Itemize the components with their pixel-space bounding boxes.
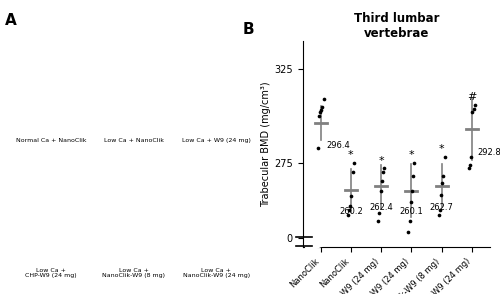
Point	[410, 161, 418, 165]
Text: #: #	[467, 92, 476, 102]
Point	[471, 102, 479, 107]
Point	[317, 108, 325, 113]
Point	[438, 181, 446, 186]
Point	[406, 218, 413, 223]
Point	[316, 110, 324, 115]
Point	[376, 211, 384, 216]
Point	[436, 207, 444, 212]
Text: 260.1: 260.1	[400, 208, 423, 216]
Point	[407, 200, 415, 204]
Text: Low Ca +
NanoClik-W9 (8 mg): Low Ca + NanoClik-W9 (8 mg)	[102, 268, 165, 278]
Text: Normal Ca + NanoClik: Normal Ca + NanoClik	[16, 138, 86, 143]
Point	[404, 230, 412, 234]
Text: *: *	[439, 144, 444, 154]
Text: *: *	[408, 150, 414, 160]
Point	[345, 207, 353, 212]
Point	[378, 179, 386, 184]
Point	[440, 173, 448, 178]
Y-axis label: Trabecular BMD (mg/cm³): Trabecular BMD (mg/cm³)	[261, 81, 271, 207]
Point	[409, 173, 417, 178]
Point	[465, 166, 473, 171]
Point	[348, 170, 356, 174]
Point	[466, 162, 474, 167]
Point	[467, 155, 475, 160]
Point	[408, 188, 416, 193]
Point	[380, 166, 388, 171]
Point	[437, 192, 445, 197]
Text: Low Ca +
CHP-W9 (24 mg): Low Ca + CHP-W9 (24 mg)	[26, 268, 77, 278]
Point	[344, 213, 352, 218]
Text: 262.4: 262.4	[370, 203, 393, 212]
Text: 296.4: 296.4	[326, 141, 350, 151]
Text: Low Ca + W9 (24 mg): Low Ca + W9 (24 mg)	[182, 138, 250, 143]
Point	[350, 161, 358, 165]
Text: Low Ca + NanoClik: Low Ca + NanoClik	[104, 138, 164, 143]
Text: B: B	[242, 22, 254, 37]
Point	[374, 218, 382, 223]
Point	[314, 146, 322, 150]
Text: 262.7: 262.7	[430, 203, 454, 212]
Title: Third lumbar
vertebrae: Third lumbar vertebrae	[354, 12, 439, 40]
Point	[318, 104, 326, 109]
Point	[379, 170, 387, 174]
Point	[468, 110, 476, 115]
Point	[346, 203, 354, 208]
Point	[348, 194, 356, 199]
Point	[315, 114, 323, 118]
Text: 292.8: 292.8	[478, 148, 500, 157]
Text: Low Ca +
NanoClik-W9 (24 mg): Low Ca + NanoClik-W9 (24 mg)	[182, 268, 250, 278]
Text: *: *	[378, 156, 384, 166]
Point	[470, 106, 478, 111]
Point	[320, 97, 328, 101]
Point	[434, 213, 442, 218]
Text: *: *	[348, 150, 354, 160]
Point	[376, 188, 384, 193]
Text: A: A	[5, 13, 17, 28]
Point	[440, 155, 448, 160]
Text: 260.2: 260.2	[339, 207, 363, 216]
